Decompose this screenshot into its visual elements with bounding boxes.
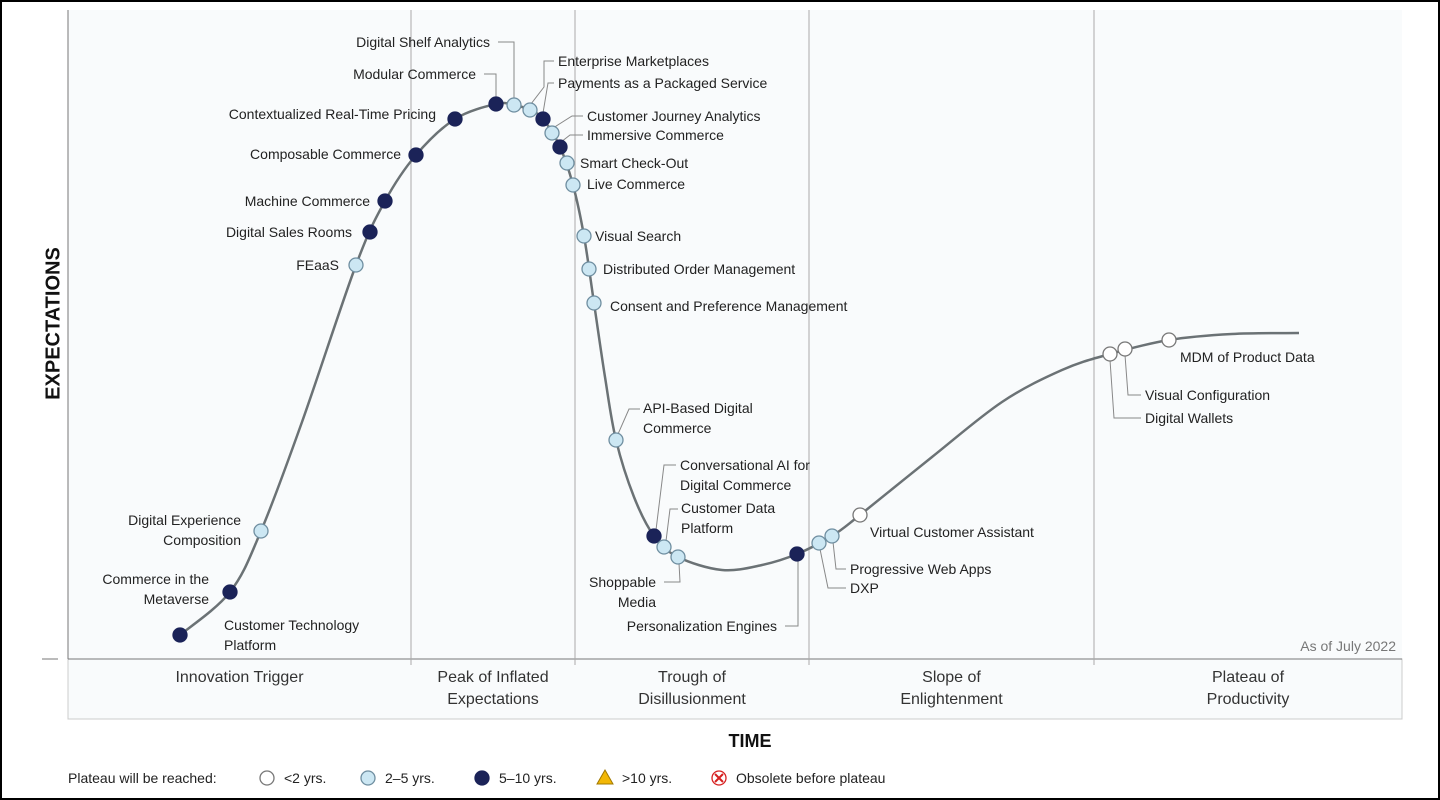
technology-dot (852, 507, 868, 523)
technology-label: Personalization Engines (626, 618, 777, 634)
technology-dot (811, 535, 827, 551)
plot-area (68, 10, 1402, 659)
technology-label: Machine Commerce (244, 193, 370, 209)
hype-curve (179, 101, 1300, 636)
technology-dot (1161, 332, 1177, 348)
technology-label: Modular Commerce (353, 66, 476, 82)
technology-dot (552, 139, 568, 155)
technology-dot (789, 546, 805, 562)
phase-label: Slope of Enlightenment (900, 669, 1003, 708)
technology-label: Visual Search (595, 228, 682, 244)
technology-label: Digital Experience Composition (128, 512, 241, 548)
technology-dot (1117, 341, 1133, 357)
technology-dot (222, 584, 238, 600)
technology-dot (608, 432, 624, 448)
technology-label: Commerce in the Metaverse (102, 571, 209, 607)
phase-label: Plateau of Productivity (1206, 669, 1290, 708)
x-axis-label: TIME (728, 731, 772, 751)
technology-label: Enterprise Marketplaces (558, 53, 709, 69)
technology-dot (362, 224, 378, 240)
technology-dot (581, 261, 597, 277)
technology-dot (348, 257, 364, 273)
y-axis-label: EXPECTATIONS (42, 247, 65, 400)
technology-dot (506, 97, 522, 113)
technology-label: Composable Commerce (250, 146, 401, 162)
technology-label: Customer Technology Platform (224, 617, 360, 653)
legend-marker-cross (714, 773, 724, 783)
technology-dot (824, 528, 840, 544)
technology-dot (172, 627, 188, 643)
as-of: As of July 2022 (1300, 638, 1396, 654)
technology-label: Customer Journey Analytics (587, 108, 761, 124)
legend-marker (259, 770, 275, 786)
technology-dot (488, 96, 504, 112)
technology-label: Payments as a Packaged Service (558, 75, 768, 91)
technology-dot (544, 125, 560, 141)
technology-label: Conversational AI for Digital Commerce (680, 457, 810, 493)
technology-label: API-Based Digital Commerce (643, 400, 753, 436)
phase-label: Innovation Trigger (175, 669, 304, 686)
legend-label: Obsolete before plateau (736, 770, 886, 786)
technology-dot (408, 147, 424, 163)
phase-label: Trough of Disillusionment (638, 669, 746, 708)
technology-label: Contextualized Real-Time Pricing (228, 106, 436, 122)
technology-label: Consent and Preference Management (610, 298, 848, 314)
technology-label: Live Commerce (587, 176, 686, 192)
legend-marker (474, 770, 490, 786)
technology-dot (377, 193, 393, 209)
technology-label: DXP (850, 580, 879, 596)
technology-dot (559, 155, 575, 171)
legend-label: <2 yrs. (284, 770, 327, 786)
technology-label: Customer Data Platform (681, 500, 776, 536)
technology-label: Digital Sales Rooms (225, 224, 352, 240)
legend-marker (596, 768, 614, 785)
legend-title: Plateau will be reached: (68, 770, 217, 786)
technology-label: MDM of Product Data (1180, 349, 1315, 365)
legend-label: 2–5 yrs. (385, 770, 435, 786)
technology-dot (576, 228, 592, 244)
phase-dividers (410, 10, 1095, 665)
phase-label: Peak of Inflated Expectations (437, 669, 549, 708)
technology-label: Digital Shelf Analytics (356, 34, 490, 50)
legend-marker (360, 770, 376, 786)
technology-dot (253, 523, 269, 539)
technology-label: FEaaS (296, 257, 339, 273)
technology-label: Immersive Commerce (587, 127, 724, 143)
legend-label: 5–10 yrs. (499, 770, 557, 786)
technology-dot (447, 111, 463, 127)
technology-dot (646, 528, 662, 544)
technology-label: Progressive Web Apps (850, 561, 992, 577)
technology-dot (586, 295, 602, 311)
technology-dot (535, 111, 551, 127)
technology-dot (565, 177, 581, 193)
technology-label: Distributed Order Management (603, 261, 796, 277)
phase-band (67, 658, 1403, 720)
technology-dot (522, 102, 538, 118)
technology-label: Smart Check-Out (580, 155, 689, 171)
technology-label: Digital Wallets (1145, 410, 1234, 426)
technology-label: Visual Configuration (1145, 387, 1271, 403)
technology-label: Virtual Customer Assistant (870, 524, 1034, 540)
legend-label: >10 yrs. (622, 770, 673, 786)
technology-dot (1102, 346, 1118, 362)
technology-label: Shoppable Media (589, 574, 656, 610)
technology-dot (656, 539, 672, 555)
technology-dot (670, 549, 686, 565)
